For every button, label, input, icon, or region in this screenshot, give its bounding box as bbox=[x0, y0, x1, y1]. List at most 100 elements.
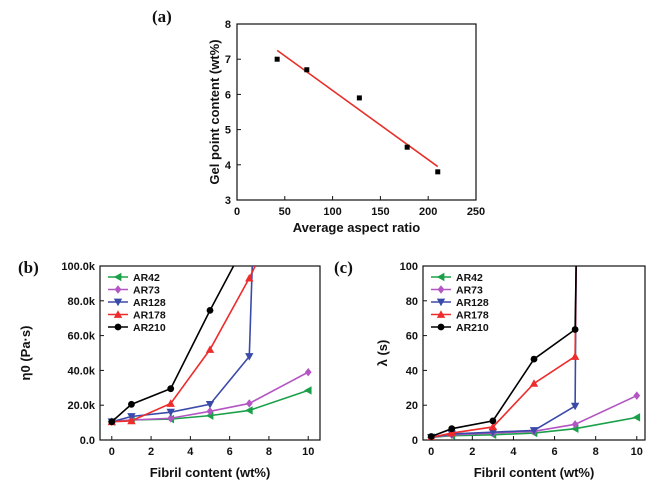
series-line-ar210 bbox=[430, 266, 577, 438]
data-point-ar73 bbox=[167, 414, 175, 423]
data-point-ar178 bbox=[127, 416, 136, 425]
data-point-ar178 bbox=[205, 345, 215, 353]
data-point-ar42 bbox=[304, 386, 312, 395]
panel-label: (c) bbox=[334, 258, 353, 277]
y-tick-label: 5 bbox=[225, 125, 231, 137]
data-point-ar210 bbox=[206, 306, 214, 314]
x-tick-label: 0 bbox=[109, 446, 115, 458]
data-point-ar210 bbox=[167, 385, 175, 393]
x-tick-label: 2 bbox=[469, 446, 475, 458]
legend-marker bbox=[436, 310, 446, 318]
data-point-ar178 bbox=[488, 422, 498, 431]
y-tick-label: 0.0 bbox=[80, 435, 95, 447]
data-point-ar128 bbox=[245, 353, 254, 361]
y-tick-label: 60 bbox=[406, 331, 418, 343]
fit-line bbox=[276, 49, 439, 168]
legend-marker bbox=[113, 310, 123, 318]
legend-label: AR210 bbox=[456, 322, 489, 334]
data-point-ar128 bbox=[570, 402, 580, 411]
legend-label: AR128 bbox=[456, 297, 489, 309]
y-tick-label: 60.0k bbox=[67, 331, 95, 343]
data-point-ar178 bbox=[166, 399, 175, 407]
y-tick-label: 4 bbox=[225, 160, 232, 172]
legend-label: AR210 bbox=[133, 322, 166, 334]
x-axis-label: Fibril content (wt%) bbox=[474, 465, 595, 480]
x-axis-label: Fibril content (wt%) bbox=[150, 465, 271, 480]
chart-a: (a) 0 50 100 150 200 250 3 4 5 6 7 8 Average aspect r… bbox=[152, 7, 485, 235]
legend-label: AR42 bbox=[456, 272, 483, 284]
y-axis-label: Gel point content (wt%) bbox=[207, 39, 222, 184]
data-point-ar42 bbox=[632, 413, 641, 422]
y-tick-label: 0 bbox=[412, 435, 418, 447]
plot-area bbox=[274, 49, 441, 175]
y-axis-label: λ (s) bbox=[375, 340, 390, 367]
legend-marker bbox=[113, 272, 122, 282]
y-tick-label: 100 bbox=[400, 261, 418, 273]
x-tick-label: 150 bbox=[371, 206, 389, 218]
data-point-ar128 bbox=[488, 428, 498, 437]
panel-label: (b) bbox=[18, 258, 39, 277]
data-point bbox=[404, 144, 410, 150]
data-point bbox=[356, 95, 362, 101]
x-tick-label: 6 bbox=[551, 446, 557, 458]
x-tick-label: 4 bbox=[187, 446, 194, 458]
y-tick-label: 80.0k bbox=[67, 296, 95, 308]
data-point-ar128 bbox=[205, 400, 215, 409]
legend-marker bbox=[437, 285, 445, 294]
legend-marker bbox=[436, 272, 445, 282]
legend-marker bbox=[114, 285, 122, 294]
plot-frame bbox=[422, 265, 646, 441]
data-point bbox=[274, 56, 280, 62]
plot-area bbox=[427, 266, 641, 440]
data-point-ar210 bbox=[530, 355, 538, 363]
plot-area bbox=[107, 266, 312, 426]
series-line-ar128 bbox=[431, 266, 577, 439]
y-tick-label: 7 bbox=[225, 54, 231, 66]
x-axis-label: Average aspect ratio bbox=[293, 220, 420, 235]
data-point-ar73 bbox=[206, 407, 214, 416]
x-tick-label: 6 bbox=[227, 446, 233, 458]
plot-frame bbox=[236, 23, 477, 201]
legend-marker bbox=[114, 323, 122, 331]
x-tick-label: 0 bbox=[428, 446, 434, 458]
data-point-ar128 bbox=[166, 408, 175, 417]
plot-frame bbox=[99, 265, 321, 441]
series-line-ar178 bbox=[431, 266, 577, 439]
x-tick-label: 10 bbox=[302, 446, 314, 458]
data-point-ar73 bbox=[245, 399, 253, 408]
y-tick-label: 40.0k bbox=[67, 365, 95, 377]
legend-marker bbox=[436, 298, 446, 307]
data-point bbox=[435, 169, 441, 175]
x-tick-label: 10 bbox=[631, 446, 643, 458]
panel-label: (a) bbox=[152, 7, 172, 26]
x-tick-label: 50 bbox=[279, 206, 291, 218]
data-point-ar42 bbox=[245, 406, 253, 415]
legend-label: AR73 bbox=[456, 285, 483, 297]
y-tick-label: 20 bbox=[406, 400, 418, 412]
legend-marker bbox=[437, 323, 445, 331]
x-tick-label: 250 bbox=[467, 206, 485, 218]
data-point-ar128 bbox=[529, 427, 539, 435]
data-point-ar210 bbox=[108, 418, 116, 426]
x-tick-label: 2 bbox=[148, 446, 154, 458]
y-tick-label: 6 bbox=[225, 89, 231, 101]
x-tick-label: 200 bbox=[419, 206, 437, 218]
y-tick-label: 100.0k bbox=[61, 261, 96, 273]
x-tick-label: 100 bbox=[323, 206, 341, 218]
y-axis-label: η0 (Pa·s) bbox=[18, 326, 33, 381]
data-point-ar73 bbox=[633, 391, 641, 400]
x-tick-label: 0 bbox=[234, 206, 240, 218]
data-point-ar178 bbox=[447, 428, 456, 437]
legend-label: AR42 bbox=[133, 272, 160, 284]
y-tick-label: 3 bbox=[225, 195, 231, 207]
y-tick-label: 40 bbox=[406, 365, 418, 377]
data-point-ar73 bbox=[571, 420, 579, 429]
data-point-ar178 bbox=[570, 352, 580, 360]
data-point-ar73 bbox=[304, 367, 312, 377]
data-point-ar178 bbox=[245, 273, 254, 282]
legend-label: AR178 bbox=[456, 310, 489, 322]
y-tick-label: 8 bbox=[225, 19, 231, 31]
data-point-ar210 bbox=[427, 433, 435, 440]
